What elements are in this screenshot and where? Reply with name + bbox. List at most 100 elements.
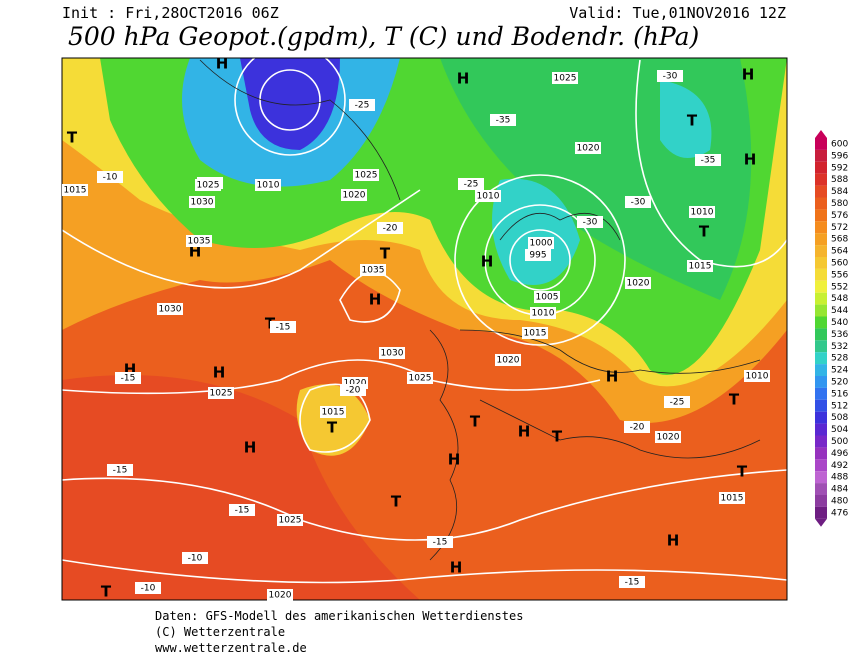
colorbar-arrow — [815, 130, 827, 138]
pressure-center: T — [101, 583, 112, 601]
pressure-center: T — [391, 493, 402, 511]
pressure-center: T — [327, 419, 338, 437]
contour-label: -15 — [433, 538, 448, 548]
contour-label: 1020 — [269, 591, 292, 601]
contour-label: -35 — [496, 116, 511, 126]
colorbar-label: 496 — [831, 449, 848, 459]
valid-time: Valid: Tue,01NOV2016 12Z — [569, 4, 786, 22]
colorbar-label: 584 — [831, 187, 848, 197]
contour-label: 1025 — [197, 181, 220, 191]
colorbar-label: 504 — [831, 425, 848, 435]
trough-core — [492, 178, 580, 285]
colorbar-label: 572 — [831, 223, 848, 233]
label-box — [186, 235, 212, 247]
isobars — [62, 58, 787, 584]
pressure-center: H — [742, 66, 755, 84]
contour-label: -30 — [631, 198, 646, 208]
colorbar-label: 588 — [831, 175, 848, 185]
pressure-center: H — [606, 368, 619, 386]
colorbar-swatch — [815, 138, 827, 150]
label-box — [689, 206, 715, 218]
footer-line: www.wetterzentrale.de — [155, 641, 307, 655]
label-box — [687, 260, 713, 272]
pressure-center: T — [380, 245, 391, 263]
colorbar-swatch — [815, 292, 827, 305]
pressure-center: T — [470, 413, 481, 431]
label-box — [353, 169, 379, 181]
pressure-center: H — [481, 253, 494, 271]
label-box — [490, 114, 516, 126]
colorbar-swatch — [815, 149, 827, 162]
colorbar-label: 492 — [831, 461, 848, 471]
contour-label: 1020 — [344, 379, 367, 389]
colorbar-swatch — [815, 483, 827, 495]
colorbar-swatch — [815, 173, 827, 186]
label-box — [97, 171, 123, 183]
pressure-center: H — [450, 559, 463, 577]
contour-label: 1025 — [210, 389, 233, 399]
label-box — [229, 504, 255, 516]
colorbar-swatch — [815, 376, 827, 388]
colorbar-label: 512 — [831, 401, 848, 411]
colorbar-label: 560 — [831, 259, 848, 269]
contour-label: -10 — [188, 554, 203, 564]
pressure-center: H — [244, 439, 257, 457]
contour-label: 1010 — [532, 309, 555, 319]
colorbar-label: 548 — [831, 294, 848, 304]
pressure-center: H — [216, 55, 229, 73]
label-box — [379, 347, 405, 359]
contour-label: -20 — [383, 224, 398, 234]
colorbar-label: 476 — [831, 508, 848, 518]
contour-label: -25 — [355, 101, 370, 111]
contour-label: 1030 — [159, 305, 182, 315]
colorbar-swatch — [815, 316, 827, 329]
contour-label: 1025 — [554, 74, 577, 84]
colorbar-swatch — [815, 280, 827, 293]
colorbar-label: 488 — [831, 473, 848, 483]
label-box — [522, 327, 548, 339]
label-box — [407, 372, 433, 384]
init-time: Init : Fri,28OCT2016 06Z — [62, 4, 279, 22]
label-box — [208, 387, 234, 399]
colorbar-label: 552 — [831, 282, 848, 292]
colorbar-label: 580 — [831, 199, 848, 209]
colorbar-label: 596 — [831, 151, 848, 161]
colorbar-label: 544 — [831, 306, 848, 316]
contour-label: 1020 — [497, 356, 520, 366]
contour-label: -20 — [630, 423, 645, 433]
label-box — [349, 99, 375, 111]
colorbar-label: 568 — [831, 235, 848, 245]
label-box — [625, 277, 651, 289]
contour-label: -10 — [103, 173, 118, 183]
contour-label: 1020 — [657, 433, 680, 443]
label-box — [157, 303, 183, 315]
colorbar-label: 592 — [831, 163, 848, 173]
colorbar-swatch — [815, 447, 827, 460]
label-box — [377, 222, 403, 234]
contour-label: 1015 — [721, 494, 744, 504]
label-box — [534, 291, 560, 303]
colorbar-swatch — [815, 399, 827, 412]
label-box — [458, 178, 484, 190]
pressure-center: H — [213, 364, 226, 382]
colorbar-label: 524 — [831, 366, 848, 376]
contour-label: -15 — [276, 323, 291, 333]
label-box — [744, 370, 770, 382]
map-frame — [61, 57, 788, 601]
label-box — [552, 72, 578, 84]
contour-label: 1015 — [322, 408, 345, 418]
colorbar-label: 532 — [831, 342, 848, 352]
contour-label: -30 — [583, 218, 598, 228]
colorbar-label: 508 — [831, 413, 848, 423]
label-box — [475, 190, 501, 202]
pressure-center: H — [667, 532, 680, 550]
label-box — [277, 514, 303, 526]
colorbar-arrow — [815, 518, 827, 527]
contour-label: 1025 — [409, 374, 432, 384]
contour-label: 1025 — [279, 516, 302, 526]
colorbar-swatch — [815, 197, 827, 210]
label-box — [189, 196, 215, 208]
pressure-center: H — [448, 451, 461, 469]
contour-label: -25 — [670, 398, 685, 408]
